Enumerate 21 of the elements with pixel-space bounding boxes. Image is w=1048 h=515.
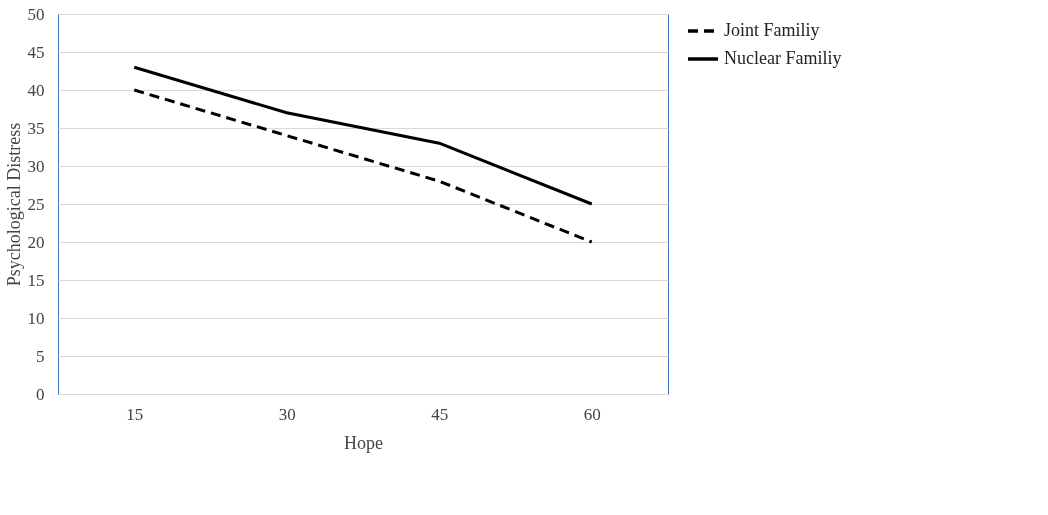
y-axis-title: Psychological Distress xyxy=(3,122,24,287)
y-tick-label: 0 xyxy=(36,384,45,404)
x-tick-label: 30 xyxy=(278,404,296,424)
line-series xyxy=(132,88,594,244)
y-tick-label: 40 xyxy=(27,80,45,100)
x-tick-label: 15 xyxy=(126,404,144,424)
line-series xyxy=(132,65,594,206)
y-tick-label: 35 xyxy=(27,118,45,138)
y-tick-label: 25 xyxy=(27,194,45,214)
y-tick-label: 5 xyxy=(36,346,45,366)
y-tick-label: 20 xyxy=(27,232,45,252)
y-tick-label: 50 xyxy=(27,4,45,24)
x-axis-title: Hope xyxy=(344,432,383,453)
y-tick-label: 30 xyxy=(27,156,45,176)
y-tick-label: 15 xyxy=(27,270,45,290)
legend-label: Joint Familiy xyxy=(724,20,820,40)
x-tick-label: 60 xyxy=(583,404,601,424)
y-tick-label: 10 xyxy=(27,308,45,328)
y-tick-label: 45 xyxy=(27,42,45,62)
legend-label: Nuclear Familiy xyxy=(724,48,842,68)
x-tick-label: 45 xyxy=(431,404,449,424)
